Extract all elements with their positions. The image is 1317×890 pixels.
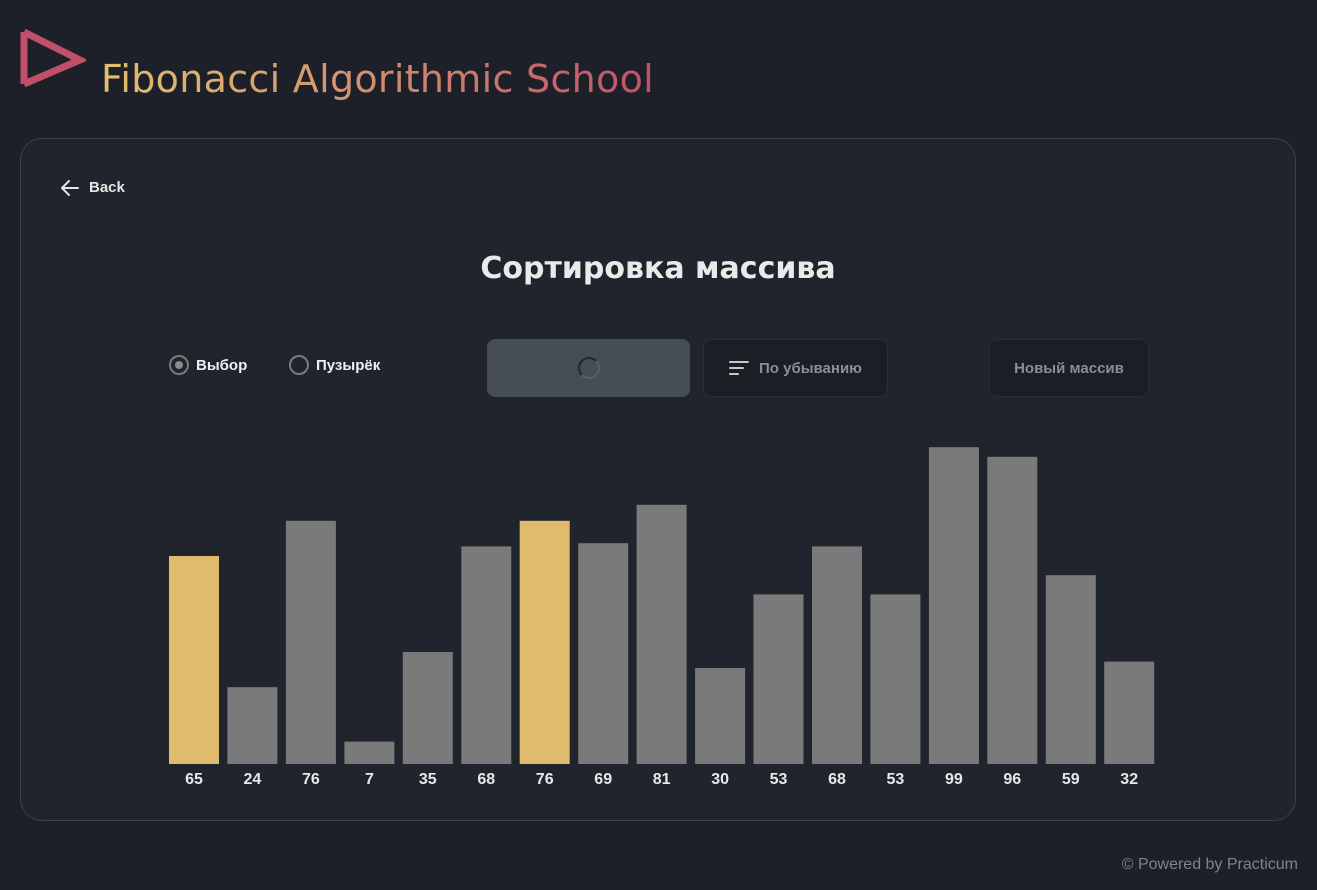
bar-3: [344, 741, 395, 764]
back-button[interactable]: Back: [61, 179, 125, 196]
sort-ascending-button[interactable]: [487, 339, 690, 397]
bar-4: [402, 652, 453, 764]
bar-label-14: 96: [1003, 771, 1021, 788]
bar-label-0: 65: [185, 771, 203, 788]
bar-12: [870, 594, 921, 764]
bar-label-16: 32: [1120, 771, 1138, 788]
radio-label-bubble: Пузырёк: [316, 356, 381, 374]
new-array-label: Новый массив: [1014, 359, 1124, 377]
header: Fibonacci Algorithmic School: [0, 0, 1317, 130]
bar-8: [636, 504, 687, 764]
footer-credit: © Powered by Practicum: [1121, 856, 1298, 873]
radio-selection-sort[interactable]: Выбор: [169, 355, 247, 375]
page-title: Сортировка массива: [480, 251, 836, 286]
bar-label-4: 35: [419, 771, 437, 788]
logo-triangle-icon: [20, 28, 86, 88]
sort-descending-button[interactable]: По убыванию: [703, 339, 888, 397]
arrow-left-icon: [61, 179, 79, 196]
sort-descending-label: По убыванию: [759, 359, 862, 377]
bar-9: [695, 668, 746, 764]
bar-2: [285, 520, 336, 764]
bar-7: [578, 543, 629, 764]
bar-label-5: 68: [477, 771, 495, 788]
array-bar-chart: 65 24 76 7 35 68 76 69 81 30 53 68 53 99 96 59 32: [169, 447, 1155, 788]
bar-label-1: 24: [244, 771, 262, 788]
bar-11: [812, 546, 862, 764]
new-array-button[interactable]: Новый массив: [989, 339, 1149, 397]
bar-16: [1104, 661, 1155, 764]
bar-14: [987, 456, 1038, 764]
bar-label-7: 69: [594, 771, 612, 788]
bar-6: [519, 520, 570, 764]
bar-1: [227, 687, 278, 764]
radio-circle[interactable]: [289, 355, 309, 375]
main-panel: Back Сортировка массива Выбор Пузырёк По…: [20, 138, 1296, 821]
radio-bubble-sort[interactable]: Пузырёк: [289, 355, 380, 375]
bar-label-12: 53: [887, 771, 905, 788]
bar-10: [753, 594, 804, 764]
bar-label-9: 30: [711, 771, 729, 788]
radio-circle[interactable]: [169, 355, 189, 375]
radio-label-selection: Выбор: [196, 356, 248, 374]
bar-label-8: 81: [653, 771, 671, 788]
bar-label-13: 99: [945, 771, 963, 788]
back-label: Back: [89, 179, 125, 196]
bar-label-15: 59: [1062, 771, 1080, 788]
bar-15: [1045, 575, 1096, 764]
radio-selected-dot: [175, 361, 183, 369]
loading-spinner-icon: [577, 357, 600, 379]
bar-label-6: 76: [536, 771, 554, 788]
sort-lines-icon: [729, 361, 749, 375]
bar-label-2: 76: [302, 771, 320, 788]
bar-0: [169, 556, 219, 764]
bar-13: [928, 447, 979, 764]
bar-label-10: 53: [770, 771, 788, 788]
bar-5: [461, 546, 512, 764]
bar-label-3: 7: [365, 771, 374, 788]
bar-label-11: 68: [828, 771, 846, 788]
app-title: Fibonacci Algorithmic School: [101, 57, 654, 101]
